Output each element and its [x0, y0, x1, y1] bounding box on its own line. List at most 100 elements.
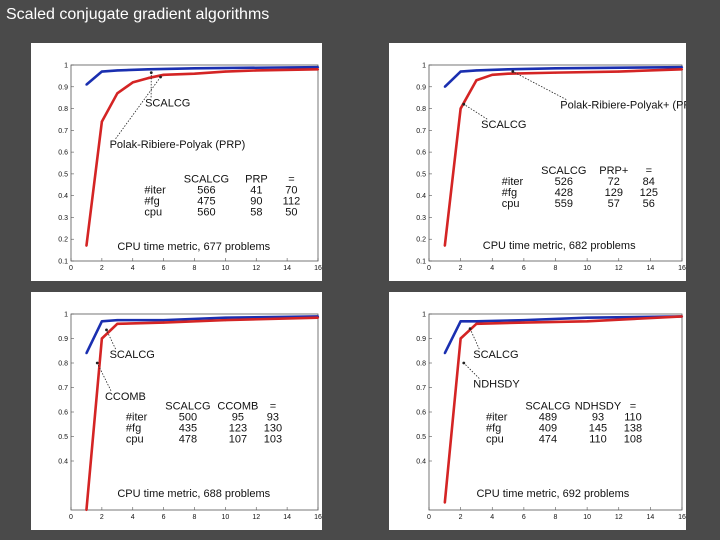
data-point — [586, 316, 589, 319]
y-tick-label: 0.4 — [58, 193, 68, 200]
stats-value: 50 — [285, 207, 297, 219]
x-tick-label: 6 — [162, 265, 166, 272]
x-tick-label: 16 — [314, 514, 322, 521]
y-tick-label: 0.3 — [416, 215, 426, 222]
stats-header: PRP+ — [599, 165, 628, 177]
y-tick-label: 0.6 — [58, 410, 68, 417]
data-point — [100, 120, 103, 123]
stats-value: 145 — [589, 423, 607, 435]
annotation-leader — [463, 362, 480, 379]
x-tick-label: 2 — [100, 514, 104, 521]
data-point — [506, 72, 510, 75]
data-point — [100, 70, 103, 73]
chart-panel-prp: 0 2 4 6 8 10 12 14 16 0.1 0.2 0.3 0.4 0.5 0.6 0.7 0.8 0.9… — [31, 43, 322, 281]
chart-ccomb: 0 2 4 6 8 10 12 14 16 0.4 0.5 0.6 0.7 0.8 0.9 1 SCALCG CC… — [58, 312, 322, 522]
annotation-label: SCALCG — [481, 119, 526, 131]
stats-value: 84 — [643, 176, 655, 188]
data-point — [100, 320, 103, 323]
stats-header: CCOMB — [217, 401, 258, 413]
stats-row-label: cpu — [502, 198, 520, 210]
metric-label: CPU time metric, 677 problems — [117, 241, 270, 253]
data-point — [316, 316, 320, 319]
annotation-leader — [512, 71, 567, 100]
y-tick-label: 1 — [422, 312, 426, 319]
annotation-label: NDHSDY — [473, 379, 520, 391]
data-point — [475, 69, 478, 72]
data-point — [224, 70, 227, 73]
stats-header: = — [270, 401, 276, 413]
stats-value: 90 — [250, 196, 262, 208]
data-point — [459, 107, 462, 110]
series-line-comparison — [85, 68, 319, 246]
x-tick-label: 6 — [522, 265, 526, 272]
y-tick-label: 0.5 — [416, 434, 426, 441]
annotation-label: Polak-Ribiere-Polyak+ (PRP+) — [560, 100, 686, 112]
annotation-leader — [463, 103, 488, 120]
x-tick-label: 0 — [69, 265, 73, 272]
x-tick-label: 2 — [459, 514, 463, 521]
annotation-arrowhead — [462, 361, 466, 365]
data-point — [316, 66, 320, 69]
data-point — [85, 83, 88, 86]
data-point — [100, 337, 103, 340]
annotation-leader — [469, 328, 480, 350]
chart-prp: 0 2 4 6 8 10 12 14 16 0.1 0.2 0.3 0.4 0.5 0.6 0.7 0.8 0.9… — [58, 63, 322, 273]
y-tick-label: 0.1 — [416, 259, 426, 266]
slide-title: Scaled conjugate gradient algorithms — [6, 6, 270, 23]
x-tick-label: 16 — [678, 514, 686, 521]
stats-value: 72 — [608, 176, 620, 188]
series-line-comparison — [85, 316, 319, 511]
x-tick-label: 10 — [583, 265, 591, 272]
data-point — [116, 69, 119, 72]
y-tick-label: 0.5 — [416, 171, 426, 178]
chart-panel-ndhsdy: 0 2 4 6 8 10 12 14 16 0.4 0.5 0.6 0.7 0.8 0.9 1 SCALCG ND… — [389, 292, 686, 530]
data-point — [193, 72, 196, 75]
annotation-leader — [96, 362, 112, 391]
annotation-arrowhead — [159, 75, 162, 79]
y-tick-label: 0.7 — [58, 385, 68, 392]
y-tick-label: 0.8 — [58, 361, 68, 368]
x-tick-label: 12 — [615, 265, 623, 272]
series-line-comparison — [443, 68, 683, 246]
x-tick-label: 14 — [646, 514, 654, 521]
y-tick-label: 0.4 — [416, 193, 426, 200]
y-tick-label: 0.1 — [58, 259, 68, 266]
y-tick-label: 0.8 — [58, 106, 68, 113]
stats-header: SCALCG — [165, 401, 210, 413]
x-tick-label: 14 — [646, 265, 654, 272]
x-tick-label: 8 — [193, 265, 197, 272]
x-tick-label: 16 — [678, 265, 686, 272]
stats-value: 107 — [229, 434, 247, 446]
x-tick-label: 8 — [554, 514, 558, 521]
stats-value: 57 — [608, 198, 620, 210]
stats-value: 123 — [229, 423, 247, 435]
stats-row-label: #fg — [144, 196, 159, 208]
chart-prp-plus: 0 2 4 6 8 10 12 14 16 0.1 0.2 0.3 0.4 0.5 0.6 0.7 0.8 0.9… — [416, 63, 686, 273]
x-tick-label: 8 — [554, 265, 558, 272]
data-point — [491, 73, 494, 76]
annotation-label: SCALCG — [110, 349, 155, 361]
data-point — [506, 68, 510, 71]
annotation-label: Polak-Ribiere-Polyak (PRP) — [110, 139, 246, 151]
y-tick-label: 0.4 — [416, 459, 426, 466]
data-point — [475, 320, 478, 323]
stats-header: = — [630, 401, 636, 413]
data-point — [443, 85, 446, 88]
data-point — [680, 68, 684, 71]
y-tick-label: 1 — [64, 63, 68, 70]
series-line-scalcg — [85, 315, 319, 354]
y-tick-label: 0.2 — [416, 237, 426, 244]
x-tick-label: 12 — [252, 514, 260, 521]
y-tick-label: 0.7 — [58, 128, 68, 135]
data-point — [680, 66, 684, 69]
stats-value: 409 — [539, 423, 557, 435]
plot-frame — [70, 64, 319, 262]
stats-header: = — [288, 174, 294, 186]
stats-value: 103 — [264, 434, 282, 446]
data-point — [617, 70, 620, 73]
chart-ndhsdy: 0 2 4 6 8 10 12 14 16 0.4 0.5 0.6 0.7 0.8 0.9 1 SCALCG ND… — [416, 312, 686, 522]
x-tick-label: 0 — [427, 265, 431, 272]
stats-value: 489 — [539, 412, 557, 424]
data-point — [443, 352, 446, 355]
annotation-arrowhead — [105, 328, 108, 332]
